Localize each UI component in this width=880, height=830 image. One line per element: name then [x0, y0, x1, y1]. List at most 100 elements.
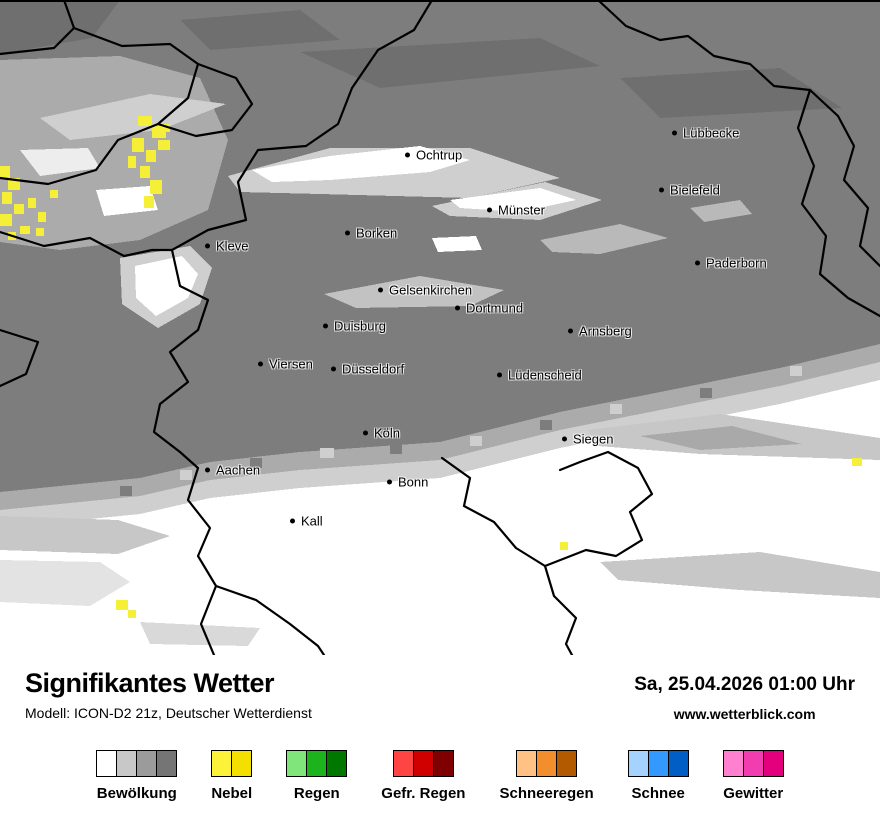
- legend-swatch-row: [516, 750, 578, 777]
- state-borders: [0, 0, 880, 655]
- legend-group: Nebel: [211, 750, 253, 802]
- footer-left: Signifikantes Wetter Modell: ICON-D2 21z…: [25, 668, 312, 721]
- legend-swatch: [536, 750, 558, 777]
- city-layer: Ochtrup Lübbecke Münster Bielefeld Borken Kle…: [205, 126, 767, 529]
- city-dot-icon: [258, 361, 263, 367]
- city-dot-icon: [568, 328, 573, 334]
- city-label: Bielefeld: [670, 182, 720, 198]
- legend-group: Bewölkung: [96, 750, 178, 802]
- city-label: Gelsenkirchen: [389, 282, 473, 298]
- legend-swatch-row: [392, 750, 454, 777]
- legend-swatch-row: [211, 750, 253, 777]
- city-marker: Ochtrup: [405, 148, 462, 163]
- city-marker: Arnsberg: [568, 324, 632, 339]
- city-marker: Duisburg: [323, 319, 386, 334]
- legend-label: Bewölkung: [96, 785, 177, 802]
- legend-swatch: [231, 750, 253, 777]
- legend-swatch: [742, 750, 764, 777]
- city-marker: Gelsenkirchen: [378, 283, 472, 298]
- city-dot-icon: [363, 430, 368, 436]
- city-dot-icon: [205, 467, 210, 473]
- legend-label: Regen: [293, 785, 340, 802]
- city-marker: Paderborn: [695, 256, 767, 271]
- city-marker: Siegen: [562, 432, 613, 447]
- city-dot-icon: [405, 152, 410, 158]
- legend-swatch-row: [96, 750, 178, 777]
- city-dot-icon: [659, 187, 664, 193]
- legend-label: Gewitter: [723, 785, 784, 802]
- footer: Signifikantes Wetter Modell: ICON-D2 21z…: [0, 655, 880, 722]
- legend-swatch: [762, 750, 784, 777]
- city-marker: Münster: [487, 203, 545, 218]
- legend-label: Schnee: [631, 785, 685, 802]
- city-dot-icon: [323, 323, 328, 329]
- city-label: Dortmund: [466, 300, 524, 316]
- weather-map: Ochtrup Lübbecke Münster Bielefeld Borken Kle…: [0, 0, 880, 655]
- city-dot-icon: [205, 243, 210, 249]
- city-marker: Köln: [363, 426, 400, 441]
- city-label: Ochtrup: [416, 147, 463, 163]
- city-label: Arnsberg: [579, 323, 632, 339]
- city-label: Duisburg: [334, 318, 387, 334]
- legend-group: Schneeregen: [499, 750, 594, 802]
- city-label: Köln: [374, 425, 401, 441]
- city-marker: Kleve: [205, 239, 249, 254]
- legend-swatch: [211, 750, 233, 777]
- legend-swatch-row: [627, 750, 689, 777]
- city-dot-icon: [345, 230, 350, 236]
- city-dot-icon: [455, 305, 460, 311]
- forecast-datetime: Sa, 25.04.2026 01:00 Uhr: [634, 674, 855, 695]
- city-dot-icon: [378, 287, 383, 293]
- legend-group: Gewitter: [722, 750, 784, 802]
- city-label: Borken: [356, 225, 398, 241]
- city-label: Bonn: [398, 474, 429, 490]
- city-marker: Bonn: [387, 475, 428, 490]
- legend-swatch: [412, 750, 434, 777]
- city-label: Paderborn: [706, 255, 767, 271]
- city-marker: Aachen: [205, 463, 260, 478]
- city-dot-icon: [290, 518, 295, 524]
- city-label: Siegen: [573, 431, 614, 447]
- legend-swatch: [516, 750, 538, 777]
- footer-right: Sa, 25.04.2026 01:00 Uhr www.wetterblick…: [634, 669, 855, 722]
- legend-swatch: [627, 750, 649, 777]
- city-label: Düsseldorf: [342, 361, 405, 377]
- city-label: Aachen: [216, 462, 261, 478]
- city-dot-icon: [387, 479, 392, 485]
- cloud-cover-map-graphic: [0, 0, 880, 655]
- legend-swatch: [392, 750, 414, 777]
- website-link: www.wetterblick.com: [673, 706, 816, 722]
- legend-label: Nebel: [211, 785, 253, 802]
- city-label: Münster: [498, 202, 545, 218]
- legend-swatch: [556, 750, 578, 777]
- city-marker: Düsseldorf: [331, 362, 404, 377]
- legend-label: Schneeregen: [499, 785, 594, 802]
- legend-swatch: [96, 750, 118, 777]
- model-info: Modell: ICON-D2 21z, Deutscher Wetterdie…: [25, 704, 312, 721]
- city-marker: Lübbecke: [672, 126, 739, 141]
- city-dot-icon: [672, 130, 677, 136]
- legend-swatch: [667, 750, 689, 777]
- page-title: Signifikantes Wetter: [25, 668, 275, 698]
- city-marker: Borken: [345, 226, 397, 241]
- weather-legend: Bewölkung Nebel Regen Gefr. Regen Schneerege…: [0, 750, 880, 802]
- city-marker: Kall: [290, 514, 323, 529]
- legend-swatch: [286, 750, 308, 777]
- legend-swatch: [136, 750, 158, 777]
- city-dot-icon: [487, 207, 492, 213]
- fog-patches: [0, 116, 862, 618]
- city-label: Kall: [301, 513, 323, 529]
- city-label: Viersen: [269, 356, 313, 372]
- city-dot-icon: [497, 372, 502, 378]
- legend-group: Schnee: [627, 750, 689, 802]
- legend-label: Gefr. Regen: [381, 785, 466, 802]
- legend-swatch-row: [286, 750, 348, 777]
- city-label: Kleve: [216, 238, 249, 254]
- legend-swatch: [306, 750, 328, 777]
- city-marker: Viersen: [258, 357, 313, 372]
- city-dot-icon: [331, 366, 336, 372]
- city-marker: Dortmund: [455, 301, 523, 316]
- legend-swatch: [156, 750, 178, 777]
- legend-swatch-row: [722, 750, 784, 777]
- legend-group: Regen: [286, 750, 348, 802]
